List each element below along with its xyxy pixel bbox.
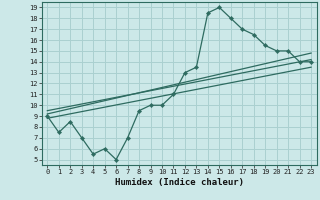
X-axis label: Humidex (Indice chaleur): Humidex (Indice chaleur) [115,178,244,187]
